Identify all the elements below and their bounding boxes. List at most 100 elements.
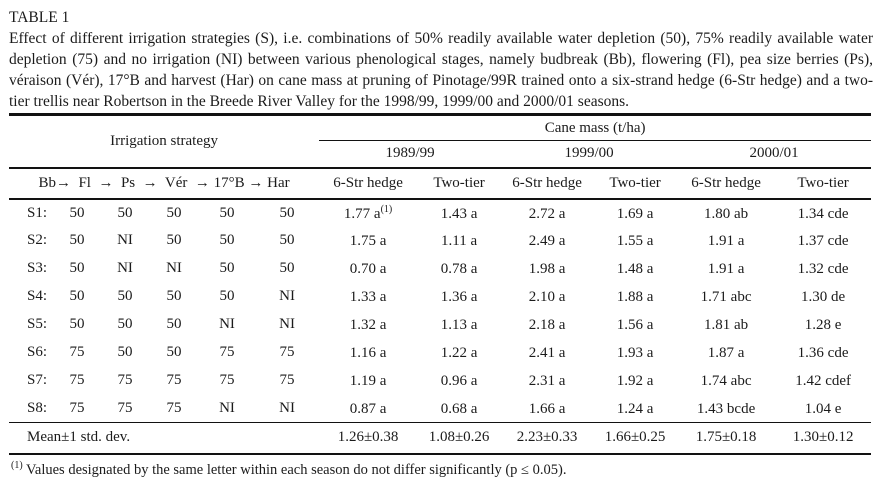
stage-depletion-value: 75 <box>166 399 182 416</box>
cane-mass-value: 1.87 a <box>707 345 745 361</box>
cane-mass-value: 2.49 a <box>528 233 566 249</box>
trellis-header-6str-2: 6-Str hedge <box>501 167 594 200</box>
mean-value: 1.75±0.18 <box>677 422 776 455</box>
table-footnote: (1) Values designated by the same letter… <box>9 460 873 479</box>
cane-mass-value: 1.42 cdef <box>795 373 851 389</box>
stage-depletion-value: 75 <box>69 344 85 360</box>
cane-mass-cell: 2.18 a <box>501 311 593 339</box>
stage-depletion-value: NI <box>219 399 235 416</box>
stage-depletion-value: 75 <box>279 372 295 388</box>
trellis-header-6str-1: 6-Str hedge <box>319 167 418 200</box>
stage-depletion-value: 75 <box>166 372 182 388</box>
strategy-id: S8: <box>27 399 48 416</box>
stage-depletion-value: 50 <box>117 204 133 221</box>
mean-value: 1.66±0.25 <box>593 422 678 455</box>
cane-mass-value: 1.69 a <box>616 205 654 222</box>
stage-depletion-value: 75 <box>219 372 235 388</box>
strategy-id: S7: <box>27 372 48 388</box>
cane-mass-cell: 0.70 a <box>319 255 417 283</box>
cane-mass-value: 1.30 de <box>801 289 846 305</box>
cane-mass-value: 1.32 cde <box>797 261 849 277</box>
header-row-groups: Irrigation strategy Cane mass (t/ha) <box>9 114 872 169</box>
cane-mass-value: 1.77 a <box>343 205 381 222</box>
cane-mass-cell: 1.33 a <box>319 283 417 311</box>
cane-mass-value: 0.96 a <box>440 373 478 389</box>
mean-value: 2.23±0.33 <box>501 422 594 455</box>
cane-mass-cell: 1.43 bcde <box>677 395 775 423</box>
cane-mass-value: 2.72 a <box>528 205 566 222</box>
cane-mass-cell: 0.68 a <box>417 395 501 423</box>
cane-mass-value: 1.55 a <box>616 233 654 249</box>
cane-mass-cell: 1.56 a <box>593 311 677 339</box>
strategy-id: S4: <box>27 288 48 304</box>
cane-mass-value: 1.36 cde <box>797 345 849 361</box>
cane-mass-value: 1.28 e <box>804 317 842 333</box>
cane-mass-value: 1.98 a <box>528 261 566 277</box>
cane-mass-value: 1.75 a <box>349 233 387 249</box>
trellis-header-twotier-1: Two-tier <box>417 167 502 200</box>
cane-mass-value: 1.66 a <box>528 400 566 417</box>
mean-value: 1.26±0.38 <box>319 422 418 455</box>
stage-depletion-value: 75 <box>219 344 235 360</box>
stage-depletion-value: NI <box>166 260 182 276</box>
cane-mass-value: 0.68 a <box>440 400 478 417</box>
cane-mass-value: 1.91 a <box>707 261 745 277</box>
table-footer: Mean±1 std. dev. 1.26±0.38 1.08±0.26 2.2… <box>9 422 872 455</box>
stage-depletion-value: 50 <box>69 204 85 221</box>
stage-depletion-value: NI <box>117 260 133 276</box>
strategy-id: S1: <box>27 204 48 221</box>
cane-mass-header: Cane mass (t/ha) <box>319 114 872 141</box>
stage-depletion-value: 50 <box>166 232 182 248</box>
cane-mass-value: 1.33 a <box>349 289 387 305</box>
cane-mass-value: 1.81 ab <box>703 317 749 333</box>
cane-mass-cell: 1.88 a <box>593 283 677 311</box>
cane-mass-cell: 1.36 cde <box>775 339 871 367</box>
cane-mass-cell: 1.22 a <box>417 339 501 367</box>
cane-mass-value: 1.93 a <box>616 345 654 361</box>
cane-mass-cell: 1.19 a <box>319 367 417 395</box>
table-row: S2: 50 NI 50 50 50 1.75 a 1.11 a 2.49 a 1.55 a 1.9… <box>9 227 871 255</box>
table-header: Irrigation strategy Cane mass (t/ha) 198… <box>9 114 872 200</box>
stage-depletion-value: 50 <box>166 344 182 360</box>
cane-mass-cell: 1.80 ab <box>677 199 775 227</box>
cane-mass-cell: 1.77 a(1) <box>319 199 417 227</box>
cane-mass-cell: 1.69 a <box>593 199 677 227</box>
cane-mass-value: 0.87 a <box>349 400 387 417</box>
cane-mass-cell: 2.31 a <box>501 367 593 395</box>
stage-depletion-value: 50 <box>69 260 85 276</box>
stage-depletion-value: 50 <box>219 260 235 276</box>
stage-depletion-value: 50 <box>166 316 182 332</box>
cane-mass-cell: 1.43 a <box>417 199 501 227</box>
strategy-id: S5: <box>27 316 48 332</box>
stage-depletion-value: 50 <box>117 316 133 332</box>
cane-mass-cell: 1.91 a <box>677 227 775 255</box>
season-header-1999-00: 1999/00 <box>501 140 678 169</box>
stage-depletion-value: 50 <box>69 288 85 304</box>
strategy-id: S2: <box>27 232 48 248</box>
table-row: S3: 50 NI NI 50 50 0.70 a 0.78 a 1.98 a 1.48 a 1.9… <box>9 255 871 283</box>
stage-depletion-value: 75 <box>117 372 133 388</box>
header-row-columns: Bb→ Fl → Ps → Vér → 17°B → Har 6-Str hed… <box>9 167 872 200</box>
cane-mass-cell: 1.93 a <box>593 339 677 367</box>
mean-value: 1.08±0.26 <box>417 422 502 455</box>
footnote-text: Values designated by the same letter wit… <box>22 461 567 478</box>
cane-mass-cell: 1.75 a <box>319 227 417 255</box>
cane-mass-cell: 1.13 a <box>417 311 501 339</box>
stage-depletion-value: 50 <box>279 232 295 248</box>
mean-row: Mean±1 std. dev. 1.26±0.38 1.08±0.26 2.2… <box>9 422 872 455</box>
stage-depletion-value: 50 <box>219 288 235 304</box>
trellis-header-twotier-3: Two-tier <box>775 167 872 200</box>
cane-mass-value: 1.71 abc <box>700 289 752 305</box>
irrigation-strategy-header: Irrigation strategy <box>9 114 320 169</box>
table-row: S7: 75 75 75 75 75 1.19 a 0.96 a 2.31 a 1.92 a 1.7… <box>9 367 871 395</box>
cane-mass-value: 2.31 a <box>528 373 566 389</box>
stage-depletion-value: NI <box>279 399 295 416</box>
cane-mass-cell: 0.87 a <box>319 395 417 423</box>
cane-mass-cell: 2.72 a <box>501 199 593 227</box>
stage-depletion-value: NI <box>117 232 133 248</box>
cane-mass-value: 1.19 a <box>349 373 387 389</box>
cane-mass-cell: 1.42 cdef <box>775 367 871 395</box>
cane-mass-cell: 2.10 a <box>501 283 593 311</box>
cane-mass-cell: 1.91 a <box>677 255 775 283</box>
